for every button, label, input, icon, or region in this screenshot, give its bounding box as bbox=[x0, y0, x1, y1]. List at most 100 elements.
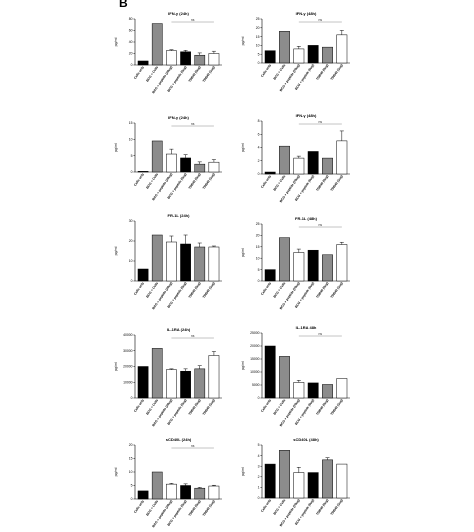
bar bbox=[279, 237, 290, 282]
y-tick-label: 5 bbox=[258, 443, 260, 447]
x-tick-label: TDB40 (1ug) bbox=[202, 398, 216, 416]
bar bbox=[307, 151, 319, 175]
bar bbox=[307, 249, 319, 282]
y-axis-label: pg/ml bbox=[114, 143, 118, 152]
bar bbox=[208, 355, 220, 399]
y-tick-label: 0 bbox=[258, 172, 260, 176]
bar bbox=[151, 471, 163, 500]
significance-label: ns bbox=[319, 332, 323, 336]
y-tick-label: 3 bbox=[258, 464, 260, 468]
chart-title: IFN-γ (48h) bbox=[296, 113, 317, 118]
bar bbox=[180, 370, 191, 399]
x-tick-label: TDB40 (1ug) bbox=[330, 63, 344, 81]
x-tick-label: BCG + Cells bbox=[273, 63, 287, 80]
x-tick-label: BCG + Cells bbox=[145, 281, 159, 298]
bar bbox=[264, 171, 276, 175]
y-tick-label: 10 bbox=[256, 256, 260, 260]
x-tick-label: TDB40 (5ug) bbox=[315, 498, 329, 516]
chart-title: sCD40L (48h) bbox=[293, 437, 319, 442]
x-tick-label: TDB40 (1ug) bbox=[202, 65, 216, 83]
bar bbox=[264, 463, 276, 499]
y-tick-label: 8 bbox=[258, 119, 260, 123]
y-tick-label: 0 bbox=[258, 496, 260, 500]
x-tick-label: TDB40 (1ug) bbox=[202, 499, 216, 517]
significance-label: ns bbox=[319, 18, 323, 22]
y-axis-label: pg/ml bbox=[241, 248, 245, 257]
y-tick-label: 40000 bbox=[123, 333, 133, 337]
significance-label: ns bbox=[191, 444, 195, 448]
y-tick-label: 0 bbox=[131, 497, 133, 501]
bar bbox=[336, 244, 348, 282]
x-tick-label: BCG + Cells bbox=[145, 172, 159, 189]
chart-1: IFN-y (24h) pg/ml 0 20 40 60 80 Cells only BCG +… bbox=[114, 11, 222, 94]
y-tick-label: 0 bbox=[131, 170, 133, 174]
chart-title: sCD40L (24h) bbox=[166, 437, 192, 442]
bar bbox=[151, 234, 163, 282]
chart-title: IL-1RA (24h) bbox=[167, 327, 191, 332]
bar bbox=[307, 45, 319, 64]
x-tick-label: Cells only bbox=[260, 281, 272, 296]
y-tick-label: 15 bbox=[256, 35, 260, 39]
bar bbox=[322, 384, 333, 399]
x-tick-label: TDB40 (1ug) bbox=[330, 174, 344, 192]
y-tick-label: 20 bbox=[129, 52, 133, 56]
bar bbox=[180, 157, 191, 173]
x-tick-label: Cells only bbox=[133, 172, 145, 187]
bar bbox=[307, 382, 319, 399]
chart-title: IL-1RA 48h bbox=[296, 325, 317, 330]
x-tick-label: BCG + Cells bbox=[145, 499, 159, 516]
bar bbox=[293, 48, 305, 64]
bar bbox=[137, 268, 149, 282]
bar bbox=[151, 23, 163, 66]
y-tick-label: 25 bbox=[256, 17, 260, 21]
x-tick-label: Cells only bbox=[260, 174, 272, 189]
y-tick-label: 20 bbox=[256, 234, 260, 238]
bar bbox=[137, 171, 149, 173]
bar bbox=[180, 51, 191, 66]
bar bbox=[194, 487, 206, 500]
y-tick-label: 30 bbox=[129, 219, 133, 223]
y-tick-label: 25000 bbox=[250, 331, 260, 335]
y-tick-label: 5 bbox=[131, 154, 133, 158]
bar bbox=[322, 254, 333, 282]
x-tick-label: Cells only bbox=[133, 281, 145, 296]
bar bbox=[166, 483, 177, 500]
chart-5: FR-1L (24h) pg/ml 0 10 20 30 Cells only BCG + C… bbox=[114, 213, 222, 310]
y-tick-label: 5 bbox=[131, 484, 133, 488]
y-axis-label: pg/ml bbox=[241, 36, 245, 45]
x-tick-label: Cells only bbox=[133, 499, 145, 514]
bar bbox=[151, 348, 163, 399]
y-tick-label: 5000 bbox=[252, 383, 260, 387]
bar bbox=[336, 378, 348, 399]
x-tick-label: TDB40 (1ug) bbox=[202, 172, 216, 190]
chart-2: IFN-y (48h) pg/ml 0 5 10 15 20 25 Cells only BCG … bbox=[241, 11, 350, 92]
y-tick-label: 15 bbox=[129, 457, 133, 461]
y-tick-label: 0 bbox=[258, 396, 260, 400]
x-tick-label: TDB40 (1ug) bbox=[330, 281, 344, 299]
y-tick-label: 0 bbox=[258, 61, 260, 65]
y-tick-label: 5 bbox=[258, 52, 260, 56]
chart-title: IFN-y (24h) bbox=[168, 11, 189, 16]
bar bbox=[166, 50, 177, 66]
bar bbox=[180, 485, 191, 500]
y-tick-label: 10 bbox=[129, 138, 133, 142]
y-tick-label: 15 bbox=[129, 121, 133, 125]
bar bbox=[208, 246, 220, 282]
y-tick-label: 0 bbox=[131, 279, 133, 283]
bar bbox=[194, 54, 206, 66]
x-tick-label: TDB40 (1ug) bbox=[330, 498, 344, 516]
x-tick-label: BCG + Cells bbox=[273, 498, 287, 515]
y-tick-label: 0 bbox=[258, 279, 260, 283]
x-tick-label: TDB40 (5ug) bbox=[188, 281, 202, 299]
y-tick-label: 6 bbox=[258, 132, 260, 136]
bar bbox=[166, 241, 177, 282]
chart-4: IFN-γ (48h) pg/ml 0 2 4 6 8 Cells only BCG + Cel… bbox=[241, 113, 350, 203]
x-tick-label: TDB40 (1ug) bbox=[330, 398, 344, 416]
bar bbox=[208, 485, 220, 500]
bar bbox=[194, 163, 206, 173]
bar bbox=[264, 50, 276, 64]
chart-7: IL-1RA (24h) pg/ml 0 10000 20000 30000 40000 Ce… bbox=[114, 327, 222, 427]
y-axis-label: pg/ml bbox=[241, 467, 245, 476]
y-tick-label: 20 bbox=[129, 443, 133, 447]
x-tick-label: BCG + Cells bbox=[273, 398, 287, 415]
